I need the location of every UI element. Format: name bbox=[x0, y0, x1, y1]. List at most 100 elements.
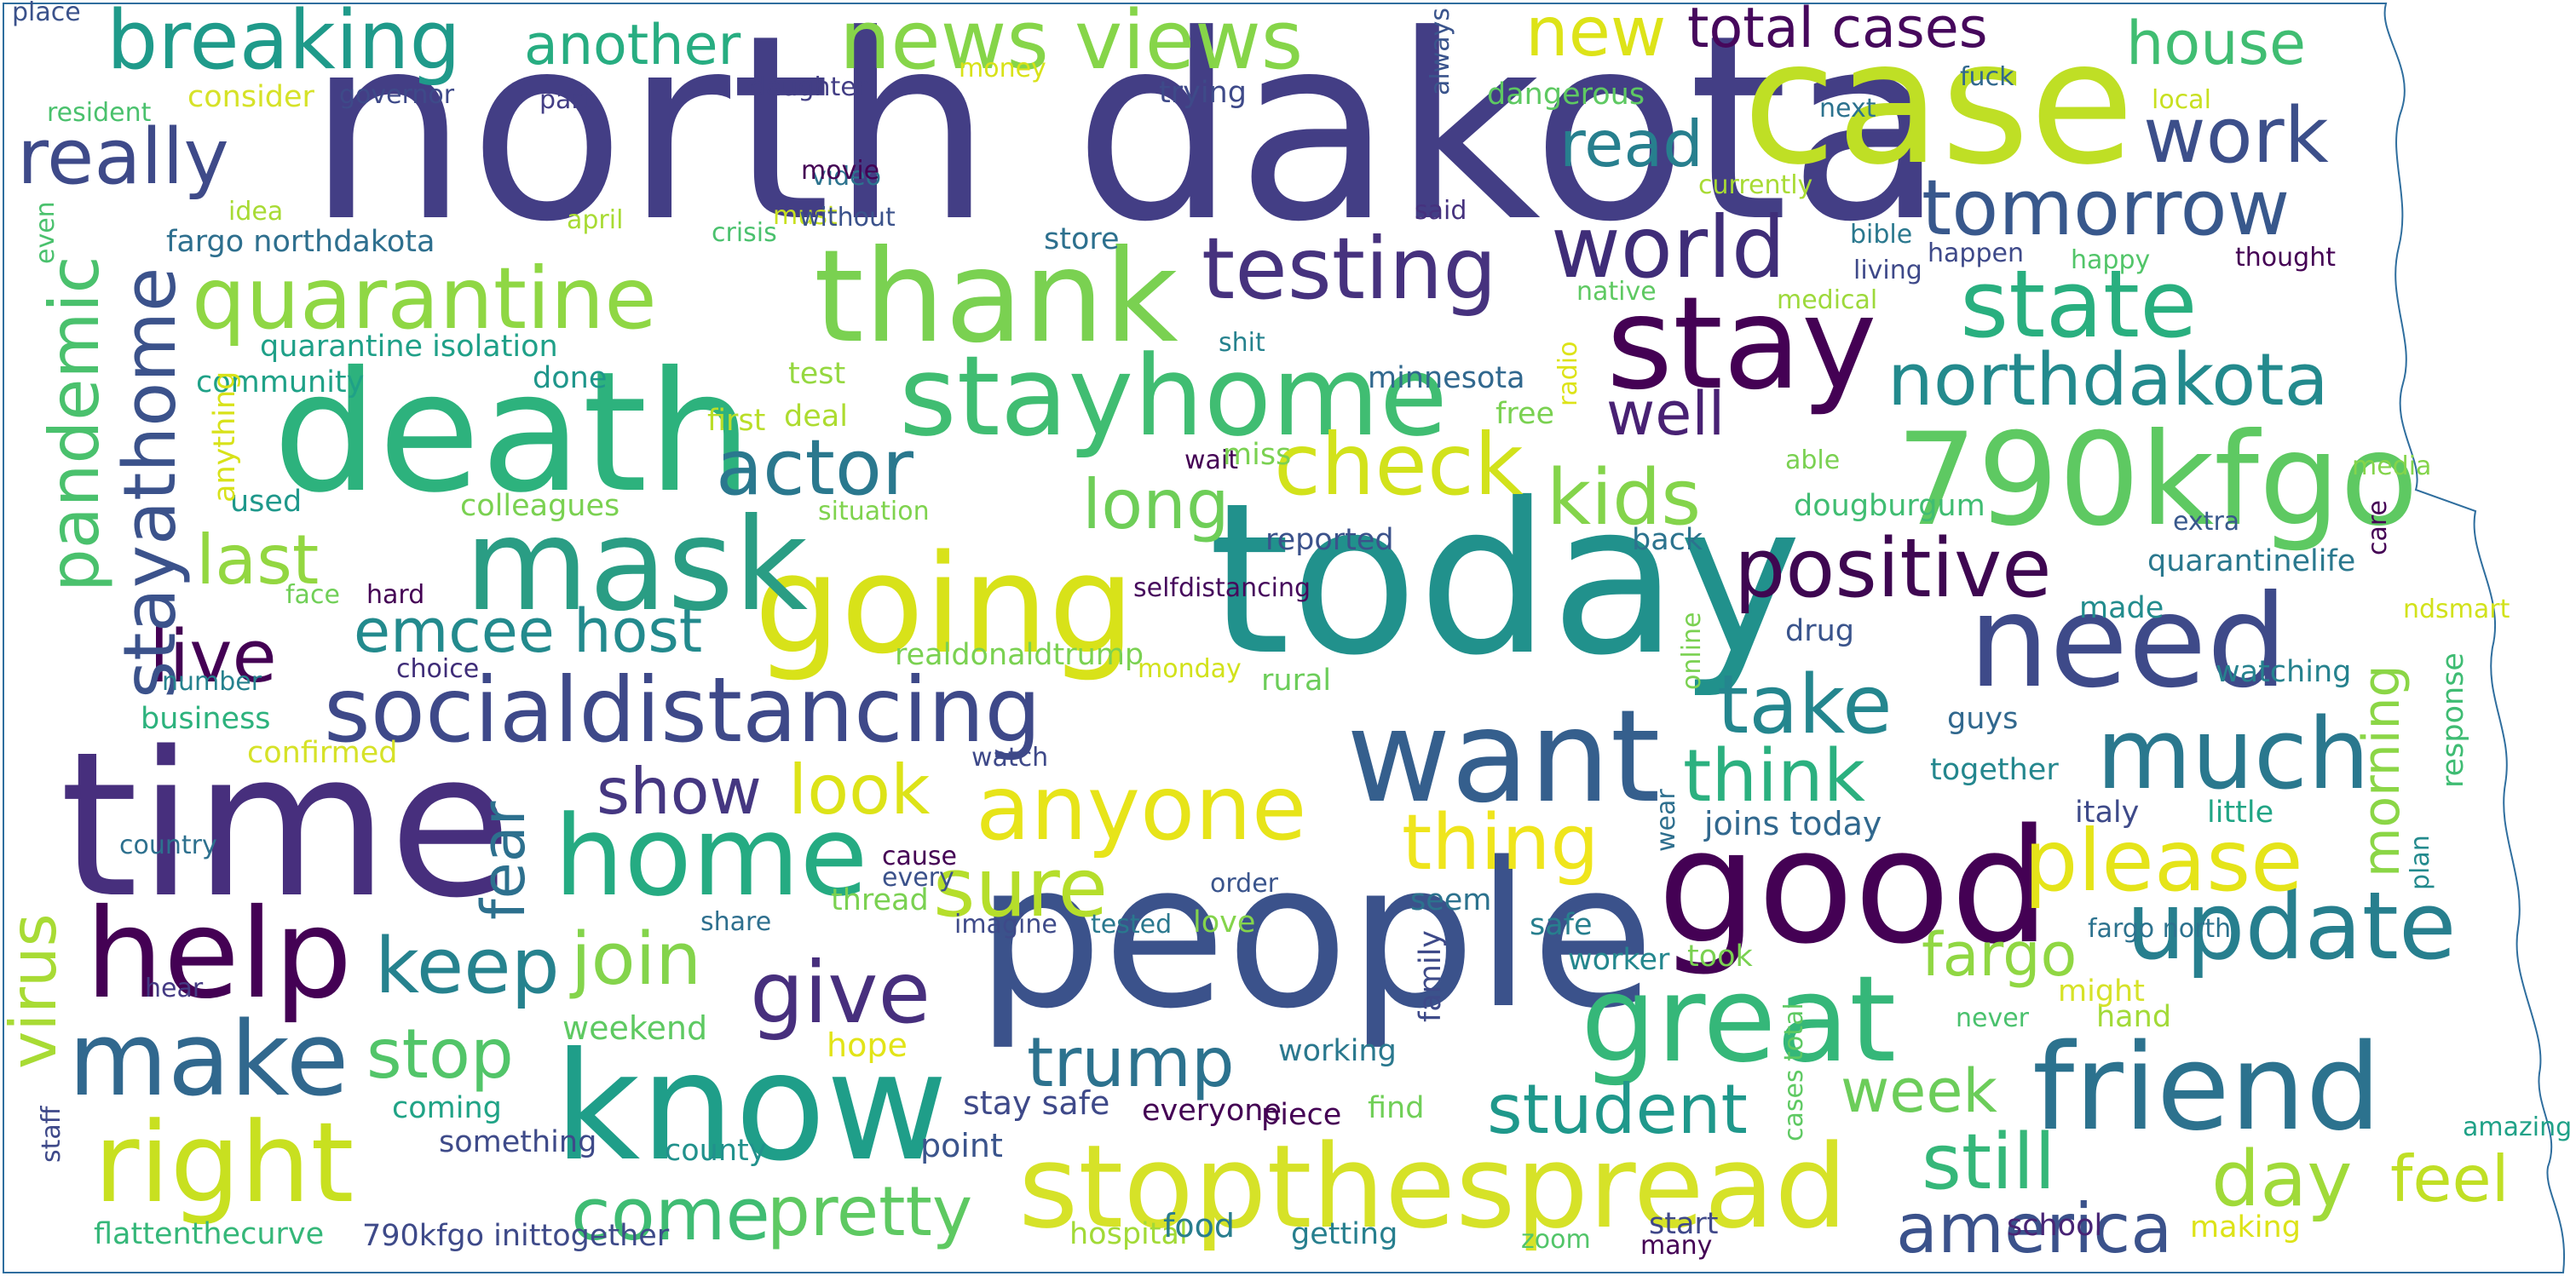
word-tomorrow: tomorrow bbox=[1922, 164, 2290, 253]
word-check: check bbox=[1274, 415, 1524, 514]
word-living: living bbox=[1853, 256, 1922, 285]
word-friend: friend bbox=[2032, 1019, 2381, 1158]
word-deal: deal bbox=[784, 399, 848, 434]
word-currently: currently bbox=[1698, 170, 1812, 200]
word-feel: feel bbox=[2390, 1141, 2510, 1216]
word-back: back bbox=[1632, 523, 1703, 557]
word-number: number bbox=[162, 667, 262, 697]
word-pandemic: pandemic bbox=[35, 256, 114, 592]
word-even: even bbox=[31, 201, 61, 264]
word-house: house bbox=[2126, 9, 2306, 78]
word-confirmed: confirmed bbox=[247, 736, 398, 770]
word-well: well bbox=[1606, 379, 1725, 449]
word-happen: happen bbox=[1928, 239, 2024, 268]
word-money: money bbox=[959, 54, 1046, 83]
word-colleagues: colleagues bbox=[460, 489, 620, 523]
word-without: without bbox=[799, 203, 896, 233]
word-think: think bbox=[1683, 734, 1865, 819]
word-working: working bbox=[1278, 1034, 1397, 1068]
word-trying: trying bbox=[1159, 76, 1247, 110]
word-america: america bbox=[1896, 1189, 2172, 1268]
word-tested: tested bbox=[1091, 910, 1172, 940]
word-place: place bbox=[12, 0, 81, 27]
word-look: look bbox=[788, 750, 931, 830]
word-take: take bbox=[1717, 658, 1893, 752]
word-fargo-north: fargo north bbox=[2088, 914, 2231, 944]
word-store: store bbox=[1044, 222, 1120, 256]
word-thank: thank bbox=[814, 223, 1179, 371]
word-pretty: pretty bbox=[767, 1172, 972, 1251]
word-work: work bbox=[2143, 91, 2329, 181]
word-april: april bbox=[567, 205, 623, 235]
word-guys: guys bbox=[1947, 702, 2018, 736]
word-used: used bbox=[230, 485, 302, 519]
word-weekend: weekend bbox=[562, 1009, 707, 1047]
word-video: video bbox=[811, 162, 881, 192]
north-dakota-outline bbox=[3, 3, 2566, 1273]
word-local: local bbox=[2152, 85, 2211, 115]
word-hand: hand bbox=[2096, 1000, 2171, 1034]
word-hard: hard bbox=[366, 580, 424, 610]
word-stay-safe: stay safe bbox=[963, 1084, 1109, 1122]
word-school: school bbox=[2007, 1209, 2102, 1243]
word-amazing: amazing bbox=[2463, 1112, 2572, 1142]
word-never: never bbox=[1956, 1003, 2030, 1033]
word-want: want bbox=[1346, 683, 1660, 831]
word-situation: situation bbox=[818, 497, 930, 526]
word-actor: actor bbox=[716, 423, 913, 513]
word-country: country bbox=[119, 831, 217, 860]
word-many: many bbox=[1640, 1231, 1712, 1261]
word-time: time bbox=[60, 710, 512, 942]
word-county: county bbox=[665, 1134, 766, 1168]
word-virus: virus bbox=[0, 913, 71, 1069]
word-dougburgum: dougburgum bbox=[1794, 489, 1985, 523]
word-cause: cause bbox=[882, 842, 957, 871]
word-great: great bbox=[1581, 951, 1896, 1089]
word-help: help bbox=[85, 882, 352, 1026]
word-something: something bbox=[439, 1125, 596, 1159]
word-every: every bbox=[882, 863, 954, 893]
word-quarantine: quarantine bbox=[192, 249, 657, 348]
word-give: give bbox=[750, 943, 931, 1043]
word-together: together bbox=[1930, 753, 2059, 787]
word-share: share bbox=[700, 907, 771, 937]
word-bible: bible bbox=[1850, 220, 1912, 250]
word-face: face bbox=[285, 580, 340, 610]
word-another: another bbox=[524, 14, 741, 78]
word-response: response bbox=[2436, 652, 2470, 788]
word-read: read bbox=[1559, 106, 1703, 181]
word-first: first bbox=[707, 404, 765, 438]
word-said: said bbox=[1415, 196, 1467, 226]
word-little: little bbox=[2207, 796, 2273, 830]
word-extra: extra bbox=[2173, 507, 2239, 537]
word-north-dakota: north dakota bbox=[307, 0, 1945, 278]
word-choice: choice bbox=[396, 654, 479, 684]
word-love: love bbox=[1193, 905, 1255, 940]
word-wear: wear bbox=[1651, 789, 1681, 852]
word-keep: keep bbox=[375, 922, 560, 1011]
word-shit: shit bbox=[1219, 328, 1265, 358]
word-might: might bbox=[2058, 974, 2145, 1009]
word-news-views: news views bbox=[839, 0, 1303, 88]
word-mask: mask bbox=[464, 491, 808, 640]
word-hear: hear bbox=[145, 974, 204, 1003]
word-much: much bbox=[2096, 698, 2370, 812]
word-piece: piece bbox=[1261, 1098, 1341, 1132]
word-hope: hope bbox=[827, 1026, 908, 1064]
word-always: always bbox=[1426, 8, 1455, 95]
word-testing: testing bbox=[1202, 219, 1497, 319]
word-world: world bbox=[1551, 198, 1785, 297]
word-making: making bbox=[2190, 1210, 2301, 1244]
word-drug: drug bbox=[1785, 614, 1854, 648]
word-breaking: breaking bbox=[107, 0, 461, 88]
word-week: week bbox=[1841, 1056, 1997, 1126]
word-minnesota: minnesota bbox=[1368, 361, 1525, 395]
word-food: food bbox=[1163, 1207, 1235, 1244]
word-fuck: fuck bbox=[1960, 62, 2014, 92]
word-stop: stop bbox=[366, 1014, 514, 1094]
word-medical: medical bbox=[1777, 285, 1877, 315]
word-happy: happy bbox=[2071, 245, 2150, 275]
word-anything: anything bbox=[208, 371, 242, 503]
word-student: student bbox=[1487, 1070, 1748, 1149]
word-monday: monday bbox=[1138, 654, 1242, 684]
